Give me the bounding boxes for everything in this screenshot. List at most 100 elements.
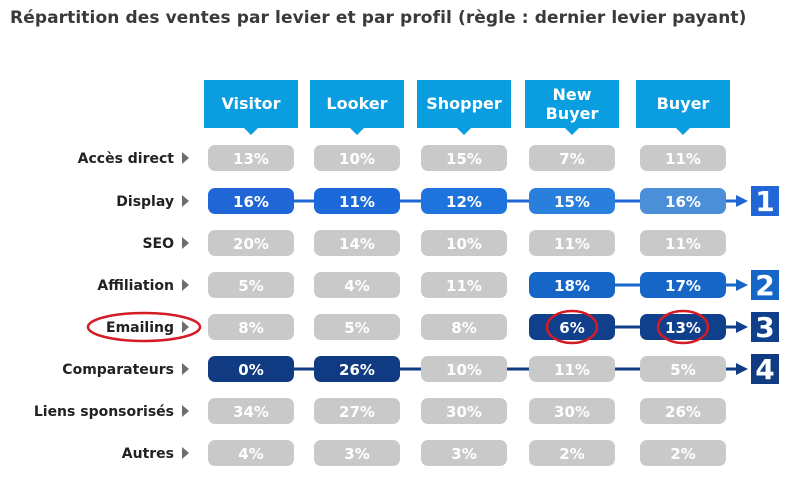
cell-value: 10% [446,235,482,253]
rank-badge-1 [751,186,779,216]
row-label-autres: Autres [122,446,174,462]
cell-value: 11% [665,235,701,253]
cell-value: 5% [344,319,369,337]
row-connector-arrowhead [736,321,748,333]
column-header-label: Shopper [426,94,502,113]
cell-value: 3% [344,445,369,463]
row-label-emailing: Emailing [106,320,174,336]
cell-display-4 [640,188,726,214]
cell-value: 0% [238,361,263,379]
cell-value: 13% [665,319,701,337]
column-header-label: Buyer [546,104,599,123]
cell-seo-3 [529,230,615,256]
rank-badge-4 [751,354,779,384]
cell-value: 30% [554,403,590,421]
cell-value: 7% [559,150,584,168]
cell-value: 26% [665,403,701,421]
cell-acces-direct-4 [640,145,726,171]
row-connector-arrowhead [736,363,748,375]
cell-value: 17% [665,277,701,295]
row-label-acces-direct: Accès direct [78,151,175,167]
column-header-box-visitor [204,80,298,128]
cell-comparateurs-3 [529,356,615,382]
cell-value: 16% [233,193,269,211]
cell-value: 15% [446,150,482,168]
row-arrow-icon [182,447,189,459]
cell-value: 20% [233,235,269,253]
row-label-seo: SEO [142,236,174,252]
cell-value: 8% [451,319,476,337]
cell-liens-sponsorises-1 [314,398,400,424]
cell-value: 11% [339,193,375,211]
row-label-comparateurs: Comparateurs [62,362,174,378]
column-header-pointer-shopper [457,128,471,135]
cell-affiliation-0 [208,272,294,298]
cell-acces-direct-0 [208,145,294,171]
cell-value: 3% [451,445,476,463]
cell-affiliation-3 [529,272,615,298]
row-connector-arrowhead [736,195,748,207]
cell-value: 11% [665,150,701,168]
column-header-label: Visitor [221,94,280,113]
cell-value: 16% [665,193,701,211]
cell-autres-3 [529,440,615,466]
cell-highlight-circle [656,309,710,345]
cell-acces-direct-3 [529,145,615,171]
column-header-pointer-visitor [244,128,258,135]
cell-value: 4% [344,277,369,295]
cell-value: 11% [554,235,590,253]
column-header-label: Buyer [657,94,710,113]
cell-liens-sponsorises-4 [640,398,726,424]
cell-value: 5% [238,277,263,295]
row-arrow-icon [182,363,189,375]
cell-autres-0 [208,440,294,466]
cell-affiliation-1 [314,272,400,298]
cell-value: 5% [670,361,695,379]
cell-value: 26% [339,361,375,379]
rank-number: 3 [755,311,774,344]
cell-value: 2% [670,445,695,463]
cell-autres-2 [421,440,507,466]
cell-comparateurs-1 [314,356,400,382]
rank-number: 2 [755,269,774,302]
cell-affiliation-2 [421,272,507,298]
cell-value: 34% [233,403,269,421]
row-label-liens-sponsorises: Liens sponsorisés [34,404,174,420]
row-arrow-icon [182,405,189,417]
column-header-pointer-looker [350,128,364,135]
cell-value: 18% [554,277,590,295]
cell-value: 27% [339,403,375,421]
column-header-box-buyer [636,80,730,128]
cell-value: 30% [446,403,482,421]
cell-emailing-1 [314,314,400,340]
cell-seo-2 [421,230,507,256]
rank-number: 1 [755,185,774,218]
row-label-affiliation: Affiliation [97,278,174,294]
cell-value: 13% [233,150,269,168]
cell-emailing-2 [421,314,507,340]
column-header-box-shopper [417,80,511,128]
emailing-label-highlight-circle [86,311,202,343]
cell-autres-1 [314,440,400,466]
cell-seo-1 [314,230,400,256]
cell-value: 8% [238,319,263,337]
cell-value: 6% [559,319,584,337]
cell-value: 12% [446,193,482,211]
row-arrow-icon [182,195,189,207]
cell-comparateurs-4 [640,356,726,382]
cell-acces-direct-2 [421,145,507,171]
cell-value: 4% [238,445,263,463]
cell-value: 10% [446,361,482,379]
column-header-box-looker [310,80,404,128]
rank-number: 4 [755,353,774,386]
cell-value: 15% [554,193,590,211]
column-header-label: Looker [326,94,387,113]
row-label-display: Display [116,194,174,210]
cell-autres-4 [640,440,726,466]
cell-emailing-0 [208,314,294,340]
cell-acces-direct-1 [314,145,400,171]
rank-badge-2 [751,270,779,300]
cell-value: 2% [559,445,584,463]
cell-value: 14% [339,235,375,253]
